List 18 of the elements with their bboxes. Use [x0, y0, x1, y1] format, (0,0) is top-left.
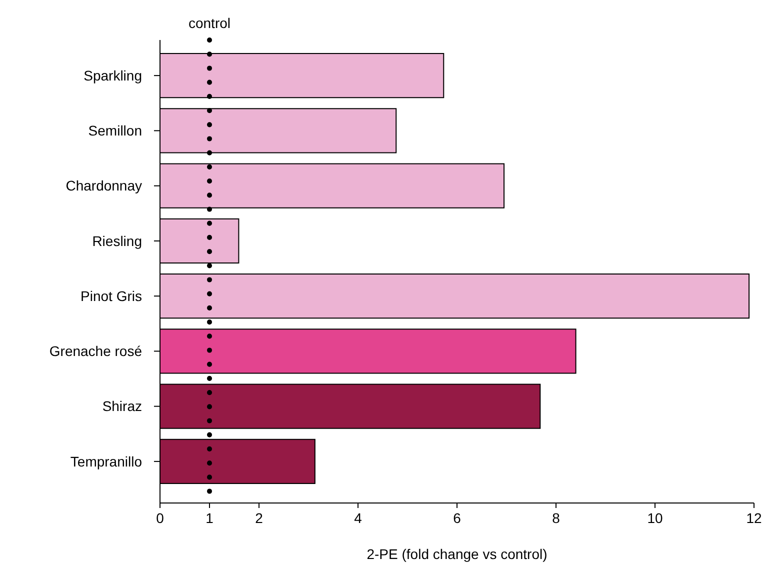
- y-tick-label: Riesling: [92, 232, 142, 249]
- y-tick-label: Pinot Gris: [80, 288, 142, 304]
- x-tick-label: 6: [453, 510, 462, 526]
- x-tick-label: 1: [206, 510, 214, 526]
- x-tick-label: 12: [746, 510, 762, 526]
- x-tick-label: 10: [647, 510, 663, 526]
- y-tick-label: Shiraz: [102, 398, 142, 414]
- y-tick-label: Sparkling: [84, 67, 142, 84]
- x-tick-label: 8: [552, 510, 560, 526]
- x-axis-title: 2-PE (fold change vs control): [366, 546, 548, 562]
- y-tick-label: Grenache rosé: [49, 343, 142, 360]
- y-tick-label: Tempranillo: [70, 453, 142, 470]
- y-tick-label: Semillon: [88, 122, 142, 139]
- y-tick-label: Chardonnay: [66, 178, 142, 194]
- x-tick-label: 2: [255, 510, 264, 526]
- ref-line-label: control: [188, 15, 231, 31]
- x-tick-label: 0: [156, 510, 164, 526]
- x-tick-label: 4: [354, 510, 362, 526]
